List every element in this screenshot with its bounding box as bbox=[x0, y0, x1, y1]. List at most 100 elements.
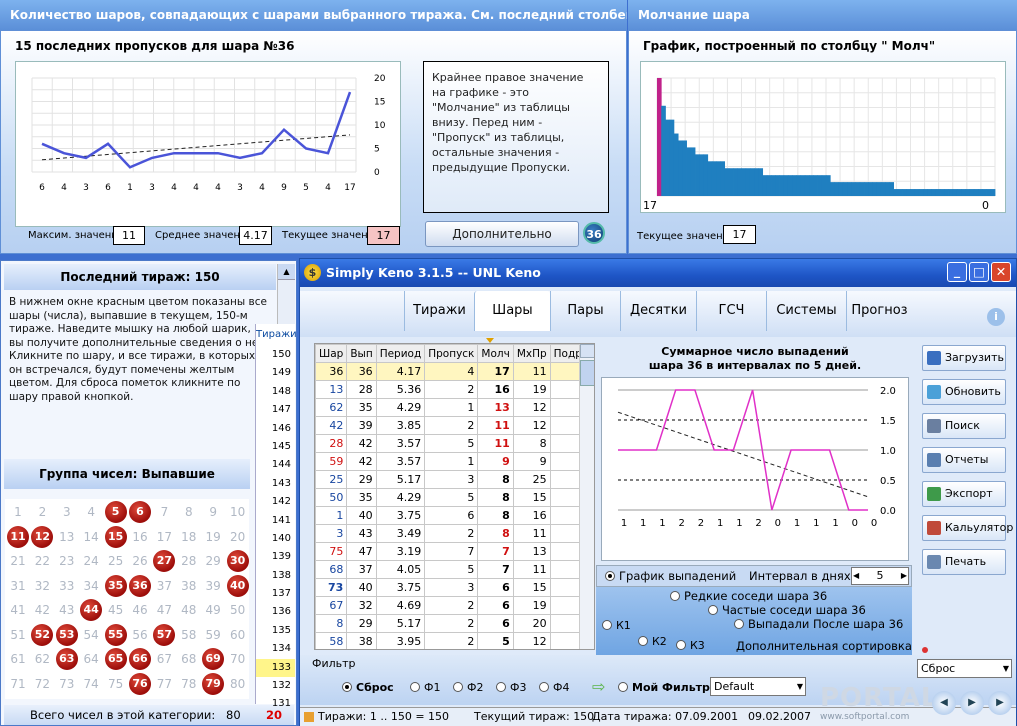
side-button-6[interactable]: Печать bbox=[922, 549, 1006, 575]
play-icon[interactable]: ▶ bbox=[960, 691, 984, 715]
more-button[interactable]: Дополнительно bbox=[425, 221, 579, 247]
ball-60[interactable]: 60 bbox=[229, 627, 246, 642]
tab-0[interactable]: Тиражи bbox=[404, 291, 474, 331]
side-button-2[interactable]: Поиск bbox=[922, 413, 1006, 439]
draw-row[interactable]: 137 bbox=[271, 588, 291, 600]
ball-46[interactable]: 46 bbox=[132, 603, 148, 617]
ball-69[interactable]: 69 bbox=[202, 648, 225, 670]
ball-10[interactable]: 10 bbox=[229, 505, 246, 519]
column-header[interactable]: Вып bbox=[346, 344, 377, 363]
ball-27[interactable]: 27 bbox=[153, 550, 176, 572]
filter-f2[interactable]: Ф2 bbox=[453, 681, 483, 694]
ball-18[interactable]: 18 bbox=[181, 529, 197, 544]
ball-30[interactable]: 30 bbox=[226, 550, 249, 572]
draw-row[interactable]: 133 bbox=[256, 658, 295, 678]
draw-row[interactable]: 140 bbox=[271, 532, 291, 544]
ball-41[interactable]: 41 bbox=[10, 603, 26, 617]
column-header[interactable]: Шар bbox=[315, 344, 348, 363]
prev-icon[interactable]: ◀ bbox=[932, 691, 956, 715]
table-scroll-thumb[interactable] bbox=[580, 360, 594, 386]
ball-29[interactable]: 29 bbox=[205, 554, 221, 568]
ball-22[interactable]: 22 bbox=[34, 554, 51, 568]
filter-f3[interactable]: Ф3 bbox=[496, 681, 526, 694]
ball-7[interactable]: 7 bbox=[160, 505, 169, 519]
column-header[interactable]: Молч bbox=[477, 344, 514, 363]
tab-1[interactable]: Шары bbox=[474, 291, 550, 331]
ball-64[interactable]: 64 bbox=[83, 652, 99, 666]
draw-row[interactable]: 148 bbox=[271, 385, 291, 397]
chart-radio[interactable] bbox=[605, 571, 615, 581]
ball-20[interactable]: 20 bbox=[229, 529, 246, 544]
next-icon[interactable]: ▶ bbox=[988, 691, 1012, 715]
ball-61[interactable]: 61 bbox=[10, 652, 26, 666]
draw-row[interactable]: 146 bbox=[271, 422, 291, 434]
ball-73[interactable]: 73 bbox=[59, 676, 75, 691]
close-button[interactable]: ✕ bbox=[991, 262, 1011, 282]
ball-59[interactable]: 59 bbox=[205, 627, 221, 642]
draw-row[interactable]: 150 bbox=[271, 349, 291, 360]
draw-row[interactable]: 132 bbox=[271, 680, 291, 692]
ball-23[interactable]: 23 bbox=[59, 554, 75, 568]
column-header[interactable]: MxПр bbox=[512, 344, 551, 363]
ball-37[interactable]: 37 bbox=[156, 578, 173, 593]
ball-58[interactable]: 58 bbox=[181, 627, 197, 642]
ball-8[interactable]: 8 bbox=[184, 505, 193, 519]
option-k2[interactable]: К2 bbox=[638, 635, 667, 648]
ball-24[interactable]: 24 bbox=[83, 554, 99, 568]
ball-5[interactable]: 5 bbox=[104, 501, 127, 523]
ball-40[interactable]: 40 bbox=[226, 574, 249, 597]
ball-65[interactable]: 65 bbox=[104, 648, 127, 670]
filter-f4[interactable]: Ф4 bbox=[539, 681, 569, 694]
draw-row[interactable]: 136 bbox=[271, 606, 291, 618]
ball-62[interactable]: 62 bbox=[34, 652, 51, 666]
ball-56[interactable]: 56 bbox=[132, 627, 148, 642]
ball-51[interactable]: 51 bbox=[10, 627, 26, 642]
ball-21[interactable]: 21 bbox=[10, 554, 26, 568]
side-button-4[interactable]: Экспорт bbox=[922, 481, 1006, 507]
option-k3[interactable]: К3 bbox=[676, 639, 705, 652]
ball-19[interactable]: 19 bbox=[205, 529, 221, 544]
ball-1[interactable]: 1 bbox=[14, 505, 22, 519]
tab-4[interactable]: ГСЧ bbox=[696, 291, 766, 331]
info-icon[interactable]: i bbox=[987, 308, 1005, 326]
draw-row[interactable]: 145 bbox=[271, 440, 291, 452]
my-filter[interactable]: Мой Фильтр bbox=[618, 681, 710, 694]
ball-13[interactable]: 13 bbox=[59, 529, 75, 544]
table-scroll-up[interactable] bbox=[580, 344, 594, 358]
column-header[interactable]: Пропуск bbox=[424, 344, 479, 363]
draw-row[interactable]: 144 bbox=[271, 459, 291, 471]
ball-54[interactable]: 54 bbox=[83, 627, 99, 642]
ball-43[interactable]: 43 bbox=[59, 603, 75, 617]
filter-f1[interactable]: Ф1 bbox=[410, 681, 440, 694]
ball-68[interactable]: 68 bbox=[181, 652, 197, 666]
ball-3[interactable]: 3 bbox=[62, 505, 71, 519]
side-button-0[interactable]: Загрузить bbox=[922, 345, 1006, 371]
ball-28[interactable]: 28 bbox=[181, 554, 197, 568]
side-button-1[interactable]: Обновить bbox=[922, 379, 1006, 405]
ball-67[interactable]: 67 bbox=[156, 652, 173, 666]
ball-66[interactable]: 66 bbox=[129, 648, 151, 670]
draw-row[interactable]: 147 bbox=[271, 404, 291, 416]
help-scrollbar[interactable]: ▲ bbox=[277, 264, 295, 324]
table-scrollbar[interactable] bbox=[579, 344, 594, 649]
ball-17[interactable]: 17 bbox=[156, 529, 173, 544]
ball-31[interactable]: 31 bbox=[10, 578, 26, 593]
ball-2[interactable]: 2 bbox=[38, 505, 47, 519]
ball-72[interactable]: 72 bbox=[34, 676, 51, 691]
ball-50[interactable]: 50 bbox=[229, 603, 246, 617]
ball-34[interactable]: 34 bbox=[83, 578, 99, 593]
tab-6[interactable]: Прогноз bbox=[846, 291, 912, 331]
stepper-right-icon[interactable]: ▶ bbox=[900, 571, 907, 580]
window-titlebar[interactable]: Simply Keno 3.1.5 -- UNL Keno $ _ □ ✕ bbox=[300, 259, 1016, 287]
ball-9[interactable]: 9 bbox=[209, 505, 217, 519]
ball-47[interactable]: 47 bbox=[156, 603, 173, 617]
